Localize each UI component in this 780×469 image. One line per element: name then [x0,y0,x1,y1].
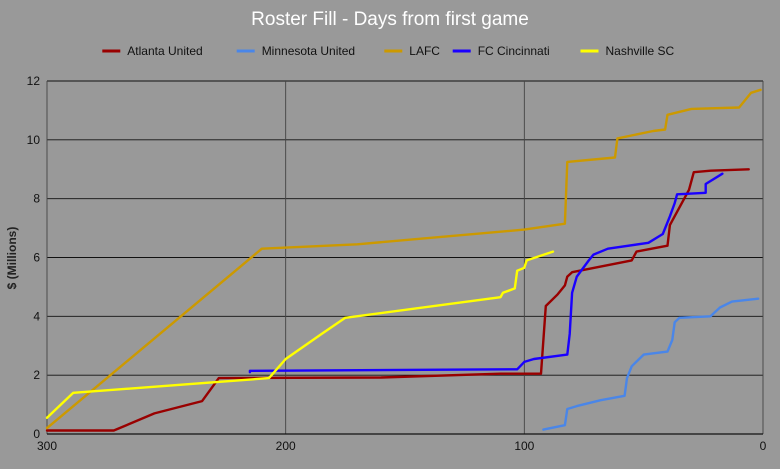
axes: 0 2 4 6 8 10 12 300 200 100 0 [27,74,767,453]
y-tick-label: 4 [33,309,40,323]
legend-label: LAFC [409,44,440,58]
series-lines [45,88,762,432]
series-line-nashville-sc [45,250,555,419]
series-line-fc-cincinnati [248,172,724,374]
legend-label: Nashville SC [606,44,675,58]
y-tick-label: 10 [27,133,41,147]
y-tick-label: 8 [33,192,40,206]
x-tick-label: 0 [760,439,767,453]
y-axis-label: $ (Millions) [5,227,19,290]
y-tick-label: 6 [33,251,40,265]
legend-label: FC Cincinnati [478,44,550,58]
x-tick-label: 200 [276,439,296,453]
series-line-lafc [45,88,762,430]
y-tick-label: 2 [33,368,40,382]
series-line-atlanta-united [45,168,750,432]
series-line-minnesota-united [542,297,760,431]
x-tick-label: 300 [37,439,57,453]
y-tick-label: 12 [27,74,41,88]
legend: Atlanta United Minnesota United LAFC FC Cin… [102,44,675,58]
x-tick-label: 100 [514,439,534,453]
chart-title: Roster Fill - Days from first game [251,9,529,30]
y-tick-label: 0 [33,427,40,441]
legend-label: Minnesota United [262,44,355,58]
legend-label: Atlanta United [127,44,202,58]
